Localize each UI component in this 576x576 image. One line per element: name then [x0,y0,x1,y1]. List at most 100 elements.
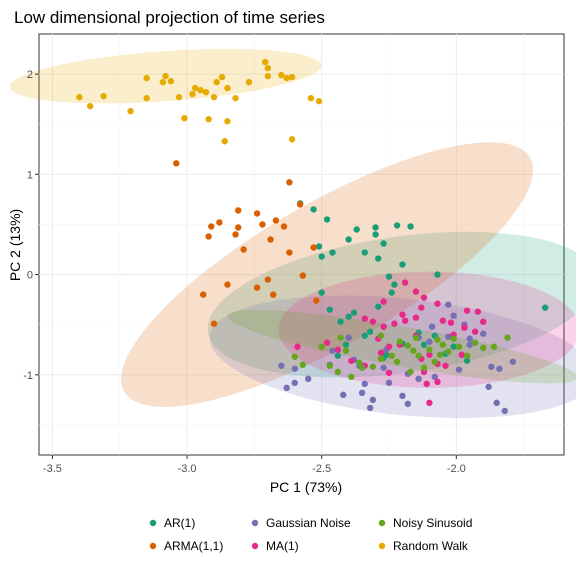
x-tick-label: -2.0 [447,463,466,475]
point [420,341,428,348]
point [493,399,500,407]
legend-label: Random Walk [393,539,469,553]
point [358,389,366,397]
point [463,352,471,359]
point [385,379,393,387]
x-axis-title: PC 1 (73%) [270,479,342,495]
point [159,78,167,86]
point [264,64,272,72]
point [342,341,350,348]
point [412,334,420,341]
point [181,115,188,122]
point [434,378,441,386]
point [426,351,433,358]
point [323,216,331,223]
point [210,93,218,101]
point [428,323,436,330]
point [318,253,325,260]
legend-key [149,542,157,550]
point [216,219,223,226]
point [458,351,465,358]
point [361,315,368,322]
legend-label: Gaussian Noise [266,516,351,530]
point [447,319,455,326]
point [167,77,175,85]
point [358,364,366,371]
y-axis-title: PC 2 (13%) [7,209,23,281]
point [496,365,503,372]
point [340,391,347,399]
point [213,78,220,86]
point [399,311,406,318]
point [240,246,247,253]
point [439,341,447,348]
point [318,289,325,296]
point [232,231,239,238]
point [369,363,377,370]
point [143,94,150,102]
point [278,362,285,369]
point [415,352,422,359]
point [380,240,387,247]
y-tick-label: 2 [27,69,33,81]
point [361,380,368,388]
point [501,407,508,415]
legend: AR(1) ARMA(1,1) Gaussian Noise MA(1) Noisy S… [149,516,472,553]
point [253,284,261,291]
point [455,343,463,350]
point [202,88,210,96]
point [480,318,487,325]
point [541,304,549,311]
point [356,359,363,366]
ellipse-ar-1- [207,231,576,378]
point [404,400,412,408]
point [401,317,409,324]
point [461,324,468,331]
point [294,343,301,350]
point [310,206,317,213]
point [326,306,333,313]
chart-title: Low dimensional projection of time serie… [14,8,325,27]
point [366,328,374,335]
point [337,334,344,341]
point [189,90,196,98]
point [221,138,228,145]
x-tick-label: -3.5 [43,463,62,475]
point [205,116,212,123]
point [210,320,218,327]
point [388,352,395,359]
point [375,303,382,310]
point [334,352,342,359]
point [380,298,387,305]
point [426,346,433,353]
point [436,351,444,358]
legend-label: AR(1) [164,516,195,530]
point [372,224,379,231]
point [423,380,430,388]
y-tick-label: 0 [27,270,33,282]
point [345,334,352,341]
point [391,320,398,327]
point [450,343,457,350]
point [291,353,298,360]
point [318,343,325,350]
point [283,384,290,392]
point [385,343,393,350]
point [329,347,336,354]
legend-label: Noisy Sinusoid [393,516,472,530]
point [264,276,272,283]
point [385,273,393,280]
legend-key [149,519,157,527]
point [412,314,420,321]
point [253,210,261,217]
point [385,369,393,377]
point [466,341,473,348]
point [380,364,387,371]
point [286,249,293,256]
point [224,118,231,125]
point [399,261,406,268]
point [313,297,320,304]
point [442,362,449,369]
x-axis-ticks: -3.5 -3.0 -2.5 -2.0 [43,455,466,475]
point [463,307,471,314]
